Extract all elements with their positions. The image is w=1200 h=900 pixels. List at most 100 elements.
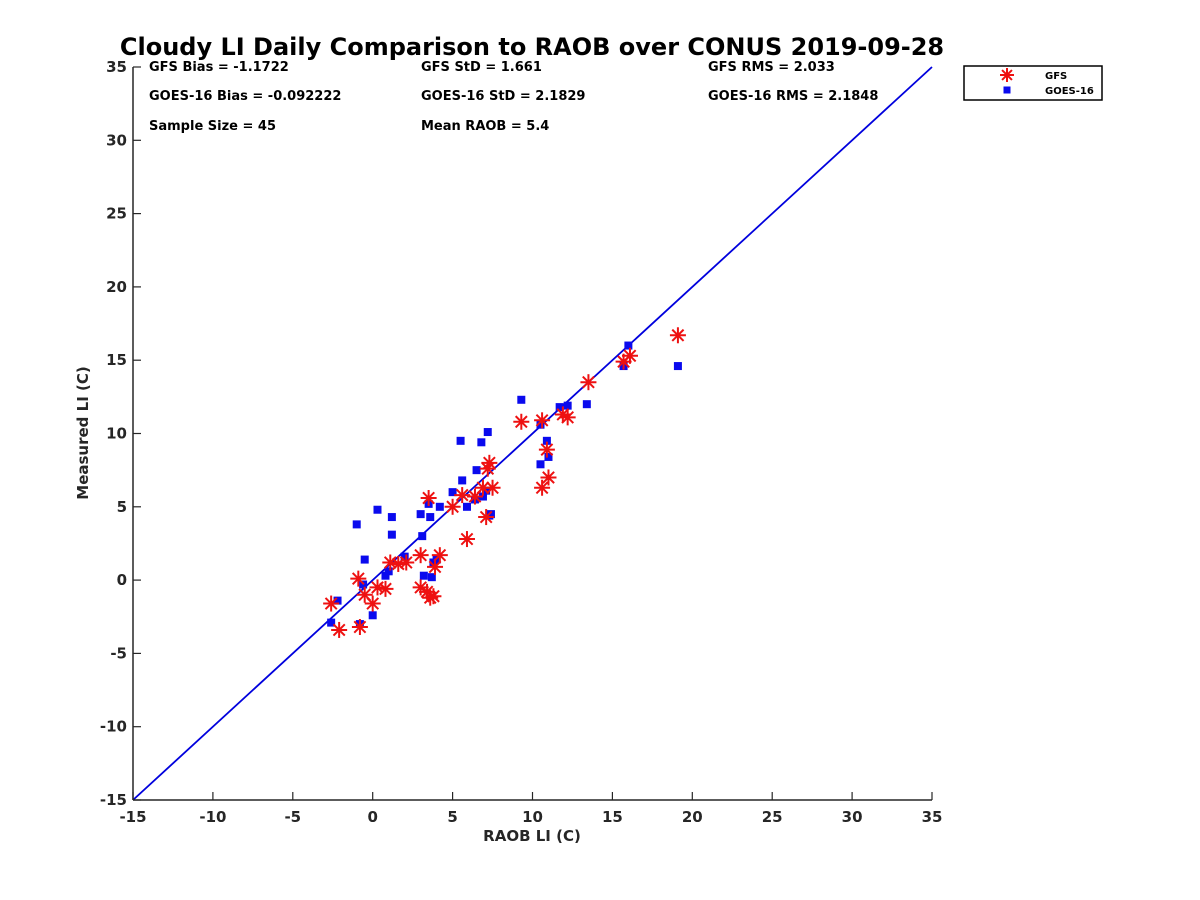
series-layer [323,327,686,638]
data-point-goes16 [435,502,444,511]
stats-layer: GFS Bias = -1.1722 GFS StD = 1.661 GFS R… [149,60,878,134]
data-point-goes16 [387,513,396,522]
data-point-goes16 [426,513,435,522]
y-tick-label: 20 [106,278,127,296]
data-point-gfs [484,479,501,496]
data-point-goes16 [544,452,553,461]
x-tick-label: 25 [762,808,783,826]
stat-goes16-bias: GOES-16 Bias = -0.092222 [149,89,341,104]
data-point-goes16 [384,567,393,576]
legend-square-icon [1003,86,1011,94]
data-point-gfs [420,490,437,507]
data-point-gfs [431,547,448,564]
data-point-goes16 [486,510,495,519]
data-point-gfs [377,580,394,597]
stat-gfs-std: GFS StD = 1.661 [421,60,542,75]
reference-line-layer [132,66,933,801]
data-point-gfs [458,531,475,548]
data-point-gfs [331,621,348,638]
data-point-goes16 [477,438,486,447]
data-point-gfs [350,570,367,587]
y-tick-label: -15 [100,791,127,809]
data-point-gfs [398,554,415,571]
data-point-goes16 [368,611,377,620]
y-tick-label: -5 [110,644,127,662]
stat-gfs-bias: GFS Bias = -1.1722 [149,60,289,75]
stat-goes16-rms: GOES-16 RMS = 2.1848 [708,89,878,104]
x-tick-label: -15 [119,808,146,826]
data-point-gfs [454,487,471,504]
y-tick-label: 0 [117,571,127,589]
data-point-gfs [481,454,498,471]
x-tick-label: 20 [682,808,703,826]
data-point-gfs [559,409,576,426]
data-point-goes16 [517,395,526,404]
data-point-goes16 [381,571,390,580]
data-point-goes16 [462,502,471,511]
data-point-goes16 [555,403,564,412]
y-tick-label: -10 [100,718,127,736]
x-tick-label: 0 [367,808,377,826]
data-point-gfs [412,547,429,564]
legend-label-gfs: GFS [1045,71,1067,82]
data-point-goes16 [373,505,382,514]
data-point-gfs [478,509,495,526]
legend-asterisk-icon [1000,68,1014,82]
stat-gfs-rms: GFS RMS = 2.033 [708,60,835,75]
x-tick-label: 30 [842,808,863,826]
stat-sample-size: Sample Size = 45 [149,119,276,134]
data-point-goes16 [472,466,481,475]
legend: GFS GOES-16 [963,65,1103,101]
data-point-goes16 [427,573,436,582]
series-gfs [323,327,686,638]
data-point-goes16 [448,488,457,497]
y-axis-label: Measured LI (C) [74,366,92,499]
data-point-goes16 [458,476,467,485]
legend-marker-gfs [1000,68,1014,82]
data-point-goes16 [400,552,409,561]
data-point-gfs [540,469,557,486]
one-to-one-line [132,66,933,801]
data-point-goes16 [418,532,427,541]
data-point-gfs [351,619,368,636]
data-point-goes16 [419,571,428,580]
data-point-gfs [364,595,381,612]
data-point-goes16 [483,428,492,437]
x-tick-label: -5 [284,808,301,826]
x-tick-label: 10 [522,808,543,826]
y-tick-label: 10 [106,425,127,443]
y-tick-label: 35 [106,58,127,76]
data-point-gfs [513,413,530,430]
y-tick-label: 30 [106,131,127,149]
data-point-goes16 [456,436,465,445]
data-point-goes16 [536,460,545,469]
data-point-goes16 [360,555,369,564]
data-point-goes16 [563,401,572,410]
data-point-goes16 [416,510,425,519]
data-point-gfs [580,374,597,391]
legend-label-goes16: GOES-16 [1045,86,1094,97]
data-point-gfs [534,412,551,429]
data-point-gfs [323,595,340,612]
stat-mean-raob: Mean RAOB = 5.4 [421,119,549,134]
ticks-layer: -15 -10 -5 0 5 10 15 20 25 30 35 -15 -10 -5 0 5 10 15 20 25… [100,58,943,826]
data-point-gfs [669,327,686,344]
y-tick-label: 15 [106,351,127,369]
data-point-goes16 [536,420,545,429]
data-point-goes16 [327,618,336,627]
data-point-goes16 [387,530,396,539]
data-point-goes16 [352,520,361,529]
x-tick-label: 15 [602,808,623,826]
data-point-goes16 [673,362,682,371]
data-point-goes16 [624,341,633,350]
legend-marker-goes16 [1003,86,1011,94]
data-point-gfs [444,498,461,515]
data-point-gfs [425,588,442,605]
x-tick-label: 5 [447,808,457,826]
y-tick-label: 5 [117,498,127,516]
x-tick-label: -10 [199,808,226,826]
data-point-gfs [427,558,444,575]
data-point-gfs [538,441,555,458]
plot-area: -15 -10 -5 0 5 10 15 20 25 30 35 -15 -10 -5 0 5 10 15 20 25… [100,58,943,826]
